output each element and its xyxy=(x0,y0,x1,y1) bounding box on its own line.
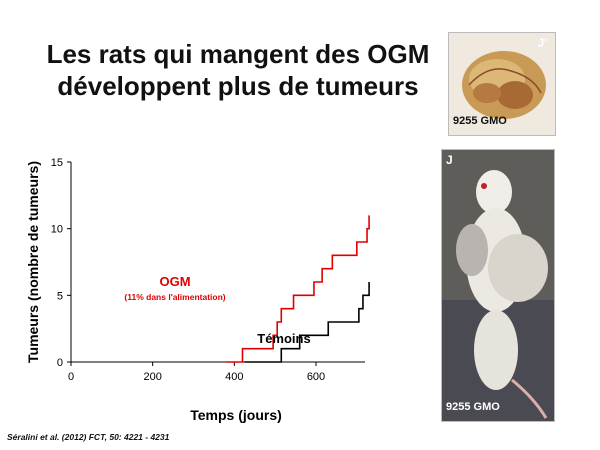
rat-photo-tag: J xyxy=(446,153,453,167)
series-label-temoins: Témoins xyxy=(257,331,310,346)
tumor-image xyxy=(449,33,555,135)
slide-title-line-1: Les rats qui mangent des OGM xyxy=(46,39,430,69)
series-line-temoins xyxy=(244,282,370,363)
x-tick-label: 0 xyxy=(68,371,74,383)
x-tick-label: 400 xyxy=(225,371,243,383)
x-tick-label: 600 xyxy=(307,371,325,383)
y-tick-label: 10 xyxy=(51,224,63,236)
tumor-photo-tag: J' xyxy=(537,36,547,50)
citation: Séralini et al. (2012) FCT, 50: 4221 - 4… xyxy=(7,432,170,442)
series-sublabel-ogm: (11% dans l'alimentation) xyxy=(124,292,225,302)
tumor-photo-caption: 9255 GMO xyxy=(453,115,507,127)
x-tick-label: 200 xyxy=(143,371,161,383)
series-line-ogm xyxy=(226,215,370,363)
tumor-photo: J' 9255 GMO xyxy=(448,32,556,136)
y-tick-label: 5 xyxy=(57,290,63,302)
y-tick-label: 0 xyxy=(57,357,63,369)
rat-photo: J 9255 GMO xyxy=(441,149,555,422)
rat-photo-caption: 9255 GMO xyxy=(446,401,500,413)
series-label-ogm: OGM xyxy=(159,274,190,289)
slide-title: Les rats qui mangent des OGM développent… xyxy=(38,38,438,102)
tumor-count-chart: 0 5 10 15 0 200 400 600 Temps (jours) Tumeurs (no… xyxy=(25,157,370,423)
x-axis-label: Temps (jours) xyxy=(190,407,282,423)
rat-image xyxy=(442,150,554,421)
slide-title-line-2: développent plus de tumeurs xyxy=(57,71,419,101)
y-axis-label: Tumeurs (nombre de tumeurs) xyxy=(25,161,41,363)
y-tick-label: 15 xyxy=(51,157,63,169)
